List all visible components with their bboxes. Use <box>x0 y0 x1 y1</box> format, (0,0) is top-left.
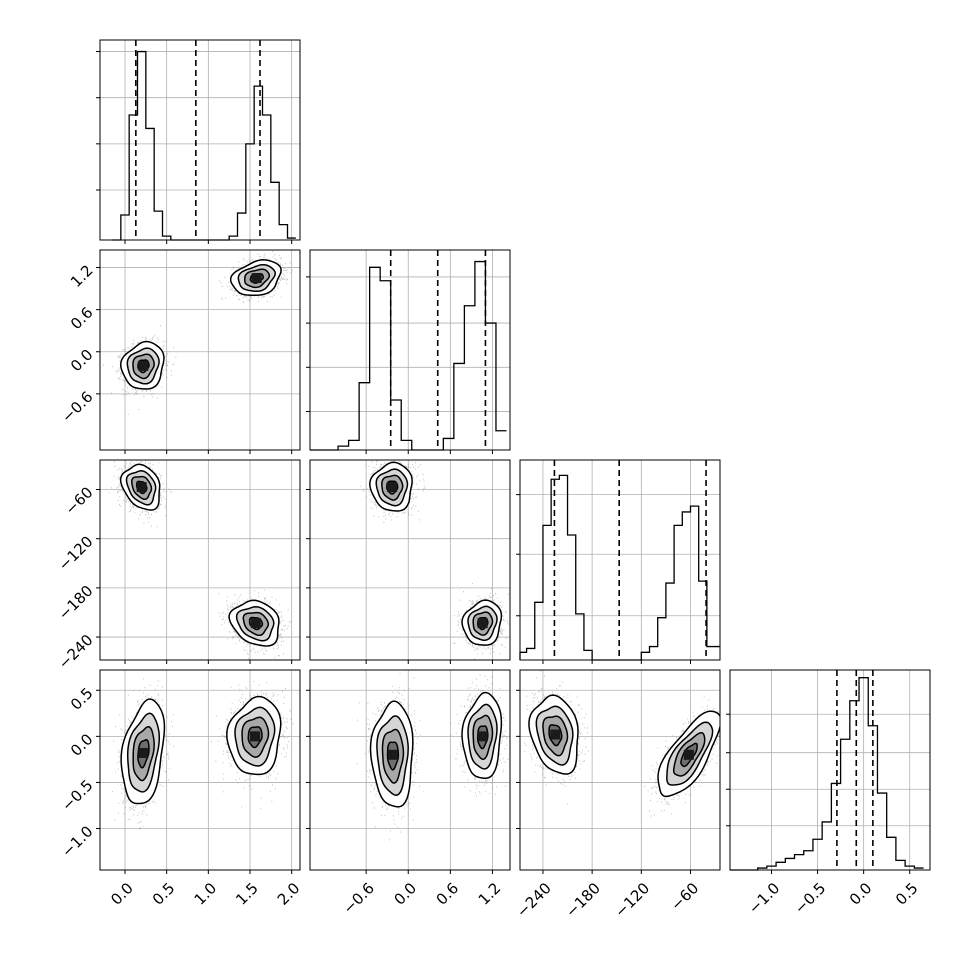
y-tick-label: −180 <box>55 582 97 624</box>
panel-content <box>356 673 509 841</box>
panel-content <box>108 460 292 660</box>
panel-background <box>520 460 720 660</box>
histogram-panel-0 <box>96 39 301 241</box>
density-peak <box>387 749 398 760</box>
y-tick-label: −120 <box>55 533 97 575</box>
density-peak <box>138 747 149 758</box>
x-tick-label: 1.0 <box>191 879 221 909</box>
density-peak <box>683 749 694 760</box>
x-tick-label: 0.0 <box>107 879 137 909</box>
x-tick-label: 0.0 <box>846 879 876 909</box>
panel-content <box>112 670 294 830</box>
panel-frame <box>99 669 301 871</box>
x-tick-label: −180 <box>562 879 604 921</box>
density-peak <box>550 729 561 740</box>
y-tick-label: −0.6 <box>58 388 96 426</box>
x-tick-label: 0.0 <box>390 879 420 909</box>
y-tick-label: −0.5 <box>58 776 96 814</box>
scatter-panel-0-1 <box>99 249 301 451</box>
scatter-panel-1-3 <box>309 669 511 871</box>
panel-frame <box>729 669 931 871</box>
density-peak <box>251 273 262 284</box>
x-tick-label: −1.0 <box>745 879 783 917</box>
panel-frame <box>99 249 301 451</box>
x-tick-label: 0.5 <box>149 879 179 909</box>
panel-content <box>360 460 510 660</box>
density-peak <box>477 731 488 742</box>
panel-content <box>524 670 720 817</box>
x-tick-label: 0.5 <box>892 879 922 909</box>
panel-frame <box>519 669 721 871</box>
density-peak <box>250 731 260 742</box>
panel-frame <box>99 39 301 241</box>
histogram-step <box>310 260 507 451</box>
panel-background <box>310 250 510 450</box>
x-tick-label: 1.2 <box>475 879 505 909</box>
y-tick-label: −1.0 <box>58 822 96 860</box>
x-tick-label: 0.6 <box>433 879 463 909</box>
y-tick-label: 1.2 <box>67 261 97 291</box>
density-peak <box>477 618 488 629</box>
y-tick-label: 0.5 <box>67 684 97 714</box>
x-tick-label: −240 <box>513 879 555 921</box>
x-tick-label: −0.6 <box>339 879 377 917</box>
panel-background <box>100 40 300 240</box>
scatter-panel-1-2 <box>309 459 511 661</box>
histogram-panel-1 <box>306 249 511 451</box>
panel-frame <box>99 459 301 661</box>
histogram-panel-3 <box>726 669 931 871</box>
density-peak <box>136 482 147 493</box>
y-tick-label: −240 <box>55 631 97 673</box>
panel-frame <box>519 459 721 661</box>
y-tick-label: −60 <box>61 483 96 518</box>
panel-content <box>103 250 300 415</box>
scatter-panel-2-3 <box>519 669 721 871</box>
x-tick-label: −120 <box>611 879 653 921</box>
x-tick-label: −0.5 <box>791 879 829 917</box>
y-tick-label: 0.0 <box>67 730 97 760</box>
density-peak <box>250 618 261 629</box>
scatter-panel-0-2 <box>99 459 301 661</box>
x-tick-label: −60 <box>667 879 702 914</box>
panel-frame <box>309 459 511 661</box>
histogram-panel-2 <box>516 459 721 661</box>
panel-frame <box>309 669 511 871</box>
x-tick-label: 2.0 <box>274 879 304 909</box>
scatter-panel-0-3 <box>99 669 301 871</box>
y-tick-label: 0.6 <box>67 303 97 333</box>
y-tick-label: 0.0 <box>67 346 97 376</box>
panel-background <box>730 670 930 870</box>
density-peak <box>387 482 398 493</box>
panel-frame <box>309 249 511 451</box>
x-tick-label: 1.5 <box>232 879 262 909</box>
density-peak <box>138 360 149 371</box>
histogram-step <box>730 677 924 871</box>
